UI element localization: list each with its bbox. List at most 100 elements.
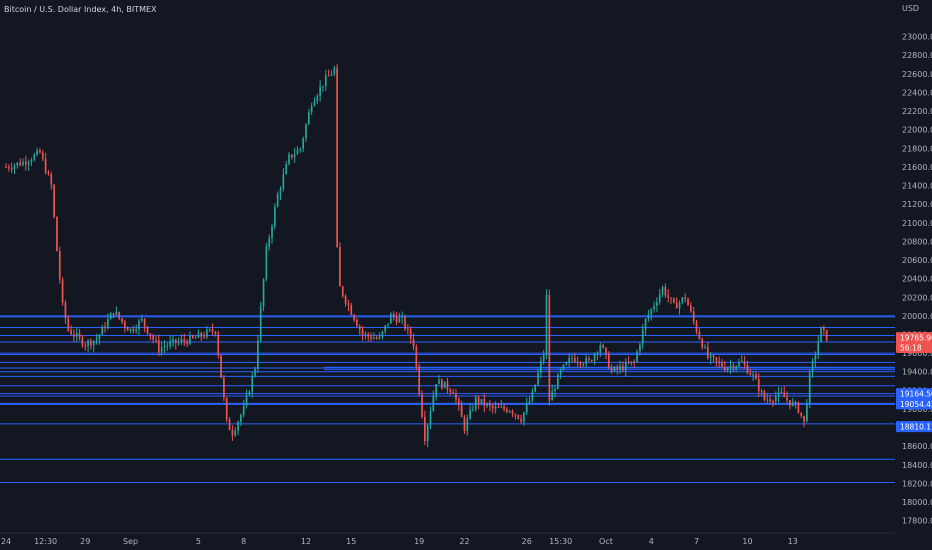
price-tick-label: 18400.00 [902, 461, 932, 470]
candle-body [265, 246, 268, 280]
candle-body [554, 389, 556, 391]
candle-body [435, 384, 438, 396]
candle-body [735, 366, 737, 369]
time-tick-label: 24 [1, 537, 11, 546]
candle-body [412, 338, 415, 347]
candle-body [336, 68, 338, 247]
candle-body [777, 392, 780, 397]
price-tick-label: 20600.00 [902, 256, 932, 265]
candle-body [695, 321, 698, 333]
price-tick-label: 22000.00 [902, 126, 932, 135]
candle-body [423, 417, 426, 442]
candle-body [5, 166, 7, 168]
candle-body [305, 124, 307, 139]
candle-body [542, 354, 545, 362]
candle-body [469, 409, 471, 419]
price-axis: 17800.00 18000.00 18200.00 18400.00 18600.00… [895, 0, 932, 550]
candle-body [613, 367, 616, 372]
candle-body [58, 251, 61, 280]
candle-body [322, 85, 324, 87]
candle-body [772, 401, 774, 403]
candle-body [189, 335, 191, 345]
candle-body [7, 167, 10, 169]
price-tag-label: 19765.90 [900, 334, 932, 343]
candle-body [619, 366, 621, 370]
candle-body [647, 315, 650, 319]
candle-body [347, 303, 350, 306]
candle-body [138, 320, 140, 330]
candle-body [296, 149, 299, 155]
candle-body [231, 429, 234, 436]
candle-body [579, 362, 582, 365]
candle-body [155, 339, 157, 341]
candle-body [353, 314, 355, 321]
candle-body [650, 309, 653, 316]
candle-body [378, 336, 381, 339]
candle-body [177, 341, 180, 344]
candle-body [214, 331, 217, 334]
candle-body [384, 325, 387, 332]
candle-body [313, 101, 316, 106]
candle-body [242, 405, 245, 415]
candle-body [146, 326, 149, 334]
candle-body [390, 314, 392, 324]
candle-body [381, 331, 384, 337]
candle-body [95, 339, 98, 341]
candle-body [132, 328, 135, 331]
candle-body [418, 366, 421, 394]
candle-body [814, 355, 817, 362]
candle-body [763, 391, 766, 401]
candle-body [392, 314, 395, 318]
price-tag-label: 56:18 [900, 344, 922, 353]
candle-body [124, 321, 126, 328]
candle-body [639, 344, 641, 352]
price-tag-label: 19054.45 [900, 400, 932, 409]
candle-body [743, 361, 746, 365]
chart-title: Bitcoin / U.S. Dollar Index, 4h, BITMEX [4, 5, 157, 14]
candle-body [520, 418, 522, 422]
candle-body [245, 394, 248, 406]
candle-body [698, 332, 701, 339]
candle-body [803, 415, 805, 422]
candle-body [825, 329, 828, 341]
candle-body [257, 340, 259, 369]
candle-body [180, 339, 183, 342]
candle-body [769, 399, 771, 402]
candle-body [50, 174, 53, 185]
candle-body [16, 162, 19, 166]
candle-body [339, 246, 341, 287]
candle-body [726, 367, 729, 371]
candle-body [358, 326, 361, 330]
candle-body [237, 421, 239, 431]
candle-body [616, 367, 619, 370]
candle-body [760, 391, 763, 393]
candle-body [596, 352, 599, 354]
time-tick-label: 19 [414, 537, 424, 546]
candle-body [44, 158, 47, 173]
price-tick-label: 22800.00 [902, 51, 932, 60]
candle-body [211, 329, 214, 332]
candle-body [534, 384, 537, 392]
candle-body [523, 412, 525, 422]
price-tags: 19765.9056:18 19164.5019054.45 18810.11 [896, 332, 932, 433]
candle-body [800, 412, 803, 416]
price-tag-box [896, 398, 932, 410]
candle-body [22, 161, 24, 166]
candle-body [152, 336, 155, 340]
candle-body [421, 393, 423, 418]
candle-body [282, 174, 285, 189]
candle-body [225, 397, 228, 420]
candle-body [208, 329, 211, 331]
candle-body [27, 162, 30, 165]
candle-body [622, 366, 624, 371]
candle-body [457, 399, 460, 406]
candle-body [98, 334, 101, 340]
price-tick-label: 22200.00 [902, 107, 932, 116]
candle-body [752, 374, 754, 376]
candle-body [370, 336, 372, 339]
candle-body [251, 375, 254, 392]
candle-body [678, 302, 681, 309]
candle-body [279, 188, 282, 194]
candle-body [333, 68, 336, 75]
candle-body [115, 311, 118, 315]
